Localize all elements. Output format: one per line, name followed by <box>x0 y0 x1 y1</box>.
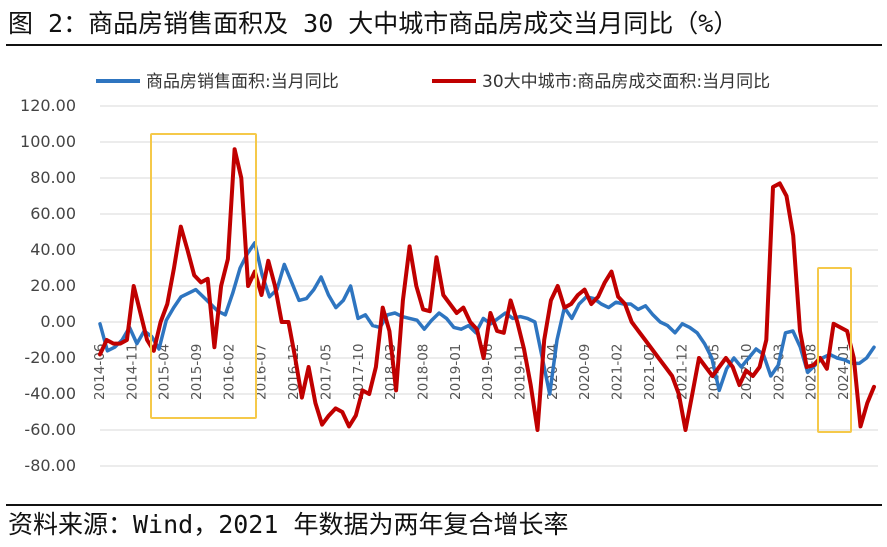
x-tick-label: 2014-11 <box>124 344 140 400</box>
legend: 商品房销售面积:当月同比 30大中城市:商品房成交面积:当月同比 <box>96 72 770 92</box>
series-lines <box>98 147 876 432</box>
y-tick-label: -20.00 <box>24 348 76 367</box>
x-tick-label: 2017-05 <box>318 344 334 400</box>
x-tick-label: 2015-09 <box>189 344 205 400</box>
series-line-sales-area <box>98 241 876 396</box>
highlight-boxes <box>150 133 852 433</box>
highlight-box <box>817 267 852 433</box>
legend-label: 商品房销售面积:当月同比 <box>146 72 339 92</box>
x-axis-ticks: 2014-06 2014-11 2015-04 2015-09 2016-02 2016-… <box>92 344 852 400</box>
legend-label: 30大中城市:商品房成交面积:当月同比 <box>482 72 770 92</box>
series-line-30-cities <box>98 147 876 432</box>
y-tick-label: 40.00 <box>30 240 76 259</box>
x-tick-label: 2023-08 <box>804 344 820 400</box>
y-tick-label: -80.00 <box>24 456 76 475</box>
x-tick-label: 2017-10 <box>351 344 367 400</box>
page-title: 图 2：商品房销售面积及 30 大中城市商品房成交当月同比（%） <box>8 9 739 38</box>
x-tick-label: 2014-06 <box>92 344 108 400</box>
x-tick-label: 2023-03 <box>771 344 787 400</box>
x-tick-label: 2021-02 <box>610 344 626 400</box>
y-tick-label: 20.00 <box>30 276 76 295</box>
x-tick-label: 2020-09 <box>577 344 593 400</box>
y-tick-label: 120.00 <box>20 96 76 115</box>
x-tick-label: 2016-02 <box>221 344 237 400</box>
x-tick-label: 2024-01 <box>836 344 852 400</box>
y-tick-label: 60.00 <box>30 204 76 223</box>
title-divider <box>6 44 882 46</box>
highlight-box <box>150 133 257 419</box>
y-tick-label: 100.00 <box>20 132 76 151</box>
x-tick-label: 2021-12 <box>674 344 690 400</box>
line-chart: 120.00 100.00 80.00 60.00 40.00 20.00 0.00 -20.… <box>20 72 878 475</box>
x-tick-label: 2021-07 <box>642 344 658 400</box>
x-tick-label: 2019-01 <box>448 344 464 400</box>
y-tick-label: -40.00 <box>24 384 76 403</box>
x-tick-label: 2015-04 <box>157 344 173 400</box>
grid-lines <box>100 105 878 467</box>
x-tick-label: 2016-07 <box>254 344 270 400</box>
y-tick-label: 80.00 <box>30 168 76 187</box>
y-tick-label: 0.00 <box>40 312 76 331</box>
x-tick-label: 2018-08 <box>415 344 431 400</box>
source-note: 资料来源：Wind，2021 年数据为两年复合增长率 <box>8 510 569 539</box>
y-axis-ticks: 120.00 100.00 80.00 60.00 40.00 20.00 0.00 -20.… <box>20 96 76 475</box>
source-divider <box>6 504 882 506</box>
y-tick-label: -60.00 <box>24 420 76 439</box>
